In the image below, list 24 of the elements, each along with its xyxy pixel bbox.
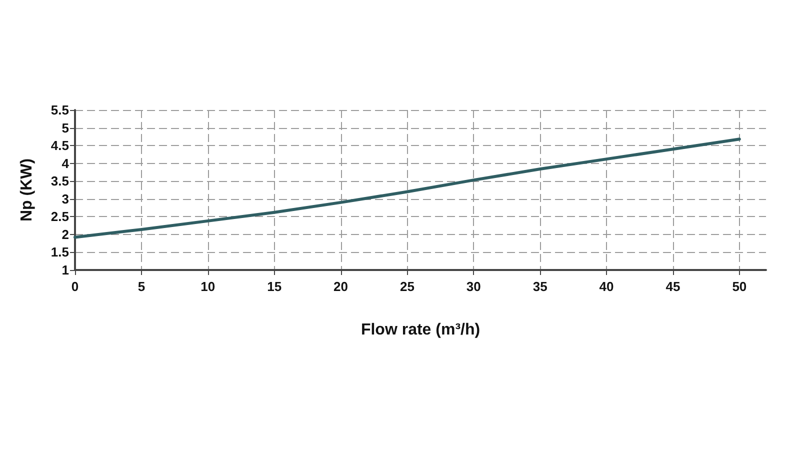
x-tick-label: 25 xyxy=(400,279,414,294)
x-tick-label: 5 xyxy=(138,279,146,294)
x-tick-label: 15 xyxy=(267,279,282,294)
x-tick-label: 10 xyxy=(200,279,216,294)
x-tick-label: 35 xyxy=(532,279,548,294)
y-tick-label: 4 xyxy=(62,156,70,171)
x-tick-label: 40 xyxy=(599,279,614,294)
x-axis-title: Flow rate (m³/h) xyxy=(360,322,480,338)
y-tick-label: 5 xyxy=(62,120,69,136)
line-series xyxy=(74,138,741,239)
y-tick-label: 4.5 xyxy=(50,138,69,154)
y-tick-label: 2.5 xyxy=(50,209,69,224)
y-tick-label: 3.5 xyxy=(50,174,69,189)
y-tick-label: 5.5 xyxy=(50,102,69,118)
x-tick-label: 0 xyxy=(71,279,79,294)
y-tick-label: 2 xyxy=(62,226,69,242)
y-tick-label: 1.5 xyxy=(50,244,69,260)
x-tick-label: 30 xyxy=(466,279,481,294)
y-tick-label: 1 xyxy=(62,262,69,278)
y-axis-title: Np (KW) xyxy=(18,158,36,222)
x-tick-label: 50 xyxy=(732,279,747,294)
x-tick-label: 45 xyxy=(666,279,680,294)
x-tick-label: 20 xyxy=(334,279,348,294)
y-tick-label: 3 xyxy=(62,191,69,206)
